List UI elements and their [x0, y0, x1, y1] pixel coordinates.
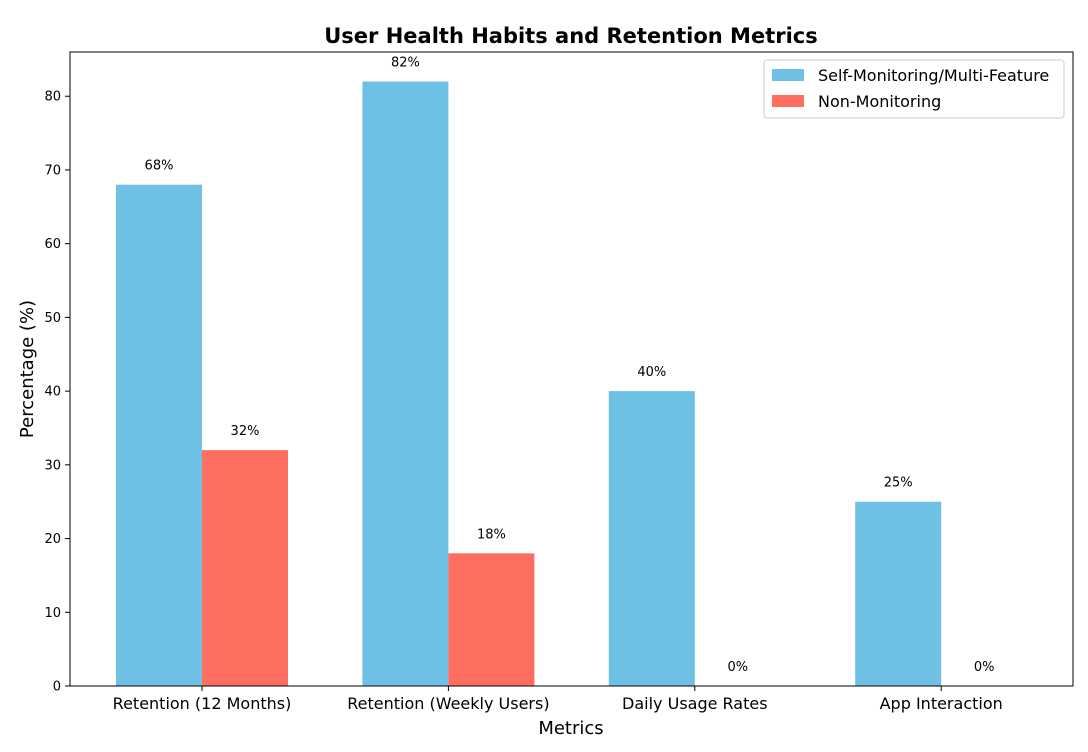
data-label-non-monitoring-2: 0%	[727, 660, 748, 675]
y-tick-label-0: 0	[53, 680, 61, 695]
y-tick-label-30: 30	[44, 458, 61, 473]
y-axis: 0 10 20 30 40 50 60 70 80	[44, 90, 70, 695]
y-axis-title: Percentage (%)	[17, 300, 38, 438]
bar-non-monitoring-1	[448, 553, 535, 686]
data-label-non-monitoring-3: 0%	[974, 660, 995, 675]
y-tick-label-40: 40	[44, 385, 61, 400]
y-tick-label-80: 80	[44, 90, 61, 105]
bar-self-monitoring-3	[855, 501, 942, 686]
x-tick-label-2: Daily Usage Rates	[622, 694, 768, 713]
data-label-self-monitoring-2: 40%	[637, 365, 666, 380]
data-label-self-monitoring-3: 25%	[884, 476, 913, 491]
y-tick-label-60: 60	[44, 237, 61, 252]
bar-non-monitoring-0	[202, 450, 288, 686]
legend-label-non-monitoring: Non-Monitoring	[818, 92, 941, 111]
legend: Self-Monitoring/Multi-Feature Non-Monitor…	[763, 59, 1065, 119]
legend-swatch-self-monitoring	[772, 69, 804, 81]
y-tick-label-50: 50	[44, 311, 61, 326]
legend-frame	[763, 59, 1065, 119]
data-label-self-monitoring-1: 82%	[391, 55, 420, 70]
x-tick-label-0: Retention (12 Months)	[113, 694, 292, 713]
data-label-non-monitoring-0: 32%	[231, 424, 260, 439]
bar-self-monitoring-2	[608, 391, 695, 686]
bar-self-monitoring-1	[362, 81, 449, 686]
bars-layer	[116, 81, 942, 686]
y-tick-label-10: 10	[44, 606, 61, 621]
x-axis-title: Metrics	[538, 718, 603, 739]
chart-title: User Health Habits and Retention Metrics	[324, 24, 818, 48]
x-tick-label-3: App Interaction	[880, 694, 1003, 713]
y-tick-label-70: 70	[44, 163, 61, 178]
data-label-non-monitoring-1: 18%	[477, 527, 506, 542]
data-labels-layer: 68% 32% 82% 18% 40% 0% 25% 0%	[145, 55, 995, 675]
y-tick-label-20: 20	[44, 532, 61, 547]
plot-frame	[69, 51, 1074, 687]
legend-swatch-non-monitoring	[772, 95, 804, 107]
x-axis: Retention (12 Months) Retention (Weekly U…	[113, 686, 1003, 713]
x-tick-label-1: Retention (Weekly Users)	[347, 694, 549, 713]
bar-self-monitoring-0	[116, 184, 202, 686]
legend-label-self-monitoring: Self-Monitoring/Multi-Feature	[818, 66, 1049, 85]
data-label-self-monitoring-0: 68%	[145, 159, 174, 174]
